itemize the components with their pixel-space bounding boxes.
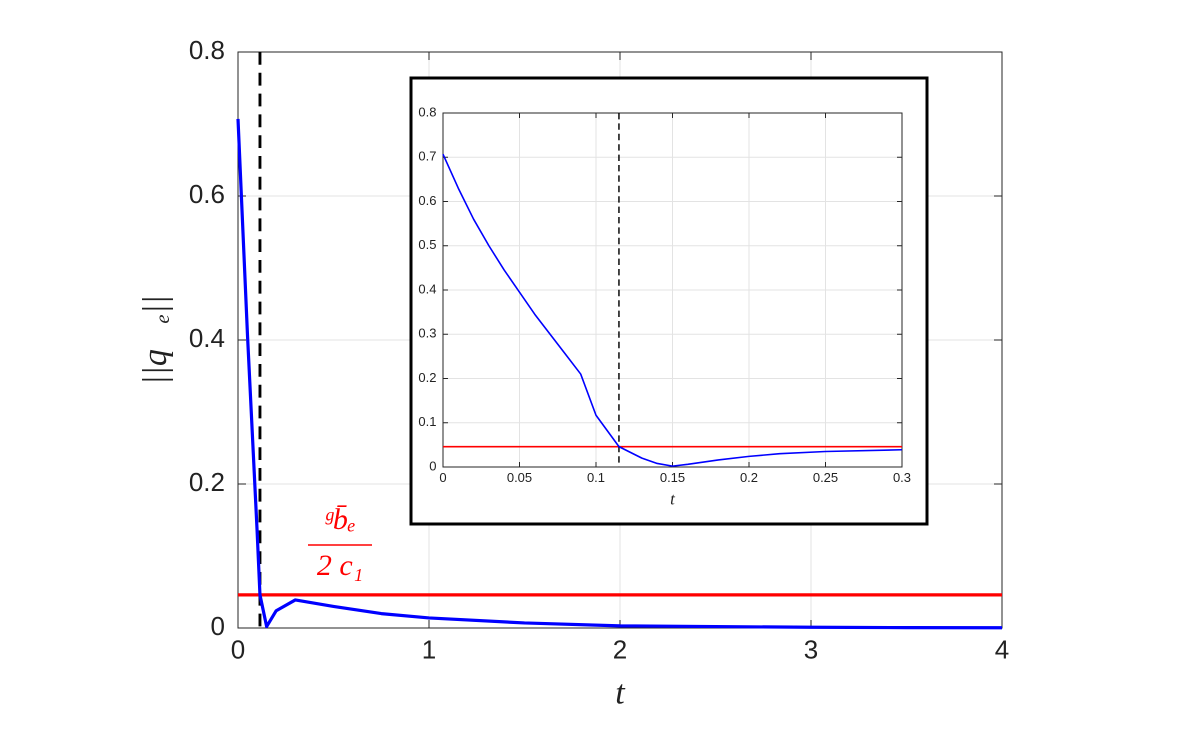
y-tick-label: 0 xyxy=(429,458,436,473)
axes-box xyxy=(237,51,1003,629)
inset-axes: 0 0.05 0.1 0.15 0.2 0.25 0.3 0 0.1 0.2 0.3 0.4 0.5 0.… xyxy=(418,104,911,508)
y-tick-label: 0.6 xyxy=(418,193,436,208)
x-tick-label: 0.25 xyxy=(813,470,838,485)
y-tick-label: 0.2 xyxy=(418,370,436,385)
x-tick-label: 2 xyxy=(613,634,627,664)
data-line xyxy=(442,153,903,467)
y-tick-label: 0.1 xyxy=(418,414,436,429)
annotation-numerator: ᵍb̄ₑ xyxy=(324,503,355,536)
y-tick-label: 0.8 xyxy=(189,35,225,65)
y-tick-label: 0.3 xyxy=(418,326,436,341)
y-tick-label: 0.2 xyxy=(189,467,225,497)
x-tick-label: 1 xyxy=(422,634,436,664)
y-tick-label: 0.7 xyxy=(418,149,436,164)
x-tick-label: 0.15 xyxy=(660,470,685,485)
x-tick-label: 0.3 xyxy=(893,470,911,485)
y-axis-label: ||q⃗ₑ|| xyxy=(137,295,174,385)
y-tick-label: 0.4 xyxy=(418,281,436,296)
x-axis-label: t xyxy=(670,490,676,509)
x-tick-label: 4 xyxy=(995,634,1009,664)
x-tick-label: 0.1 xyxy=(587,470,605,485)
x-axis-label: t xyxy=(615,674,626,711)
y-tick-label: 0.8 xyxy=(418,104,436,119)
y-tick-label: 0.5 xyxy=(418,237,436,252)
x-tick-label: 0.05 xyxy=(507,470,532,485)
x-tick-label: 0 xyxy=(439,470,446,485)
y-tick-label: 0 xyxy=(211,611,225,641)
annotation-denominator: 2 c₁ xyxy=(317,549,363,582)
y-tick-label: 0.6 xyxy=(189,179,225,209)
data-line xyxy=(236,118,1003,630)
x-tick-label: 0 xyxy=(231,634,245,664)
y-tick-label: 0.4 xyxy=(189,323,225,353)
axes-box xyxy=(442,112,903,468)
x-tick-label: 3 xyxy=(804,634,818,664)
x-tick-label: 0.2 xyxy=(740,470,758,485)
